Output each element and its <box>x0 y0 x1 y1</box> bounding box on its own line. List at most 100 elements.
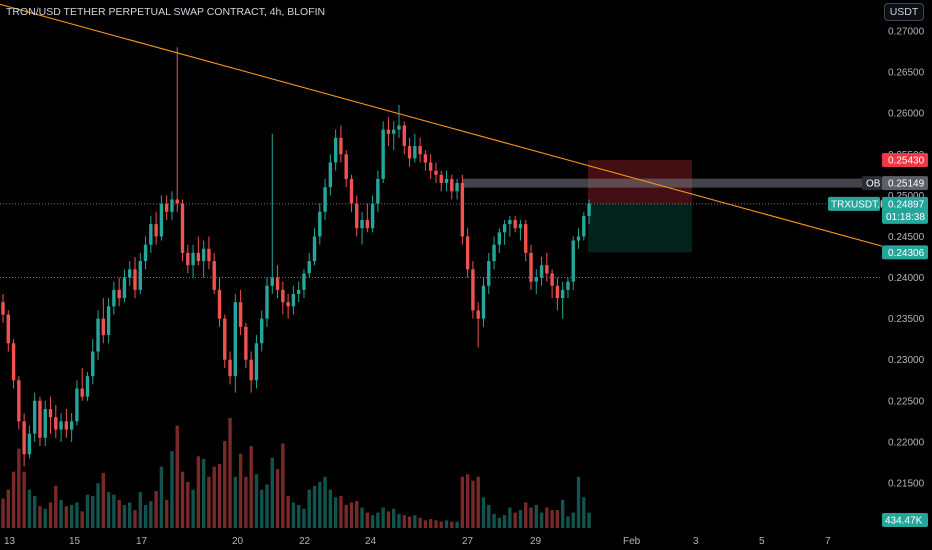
volume-bar <box>439 521 443 528</box>
volume-bar <box>550 510 554 528</box>
candle-body <box>476 310 480 319</box>
volume-bar <box>476 476 480 528</box>
price-tick-label: 0.25000 <box>888 191 925 202</box>
candle-body <box>434 170 438 175</box>
volume-bar <box>265 484 269 528</box>
candle-body <box>513 220 517 229</box>
candle-body <box>69 421 74 430</box>
candle-body <box>260 318 264 344</box>
candle-body <box>545 265 549 274</box>
candle-body <box>444 178 449 184</box>
candle-body <box>1 302 5 315</box>
ob-label-badge <box>862 176 882 191</box>
volume-bar <box>381 507 385 528</box>
candle-body <box>180 203 185 253</box>
volume-bar <box>566 516 570 528</box>
volume-bar <box>223 440 227 528</box>
volume-bar <box>17 448 21 528</box>
volume-bar <box>428 519 433 528</box>
time-tick-label: 13 <box>4 536 16 547</box>
volume-bar <box>238 453 243 528</box>
time-tick-label: 22 <box>299 536 311 547</box>
candle-body <box>101 318 106 336</box>
volume-value: 434.47K <box>885 516 923 527</box>
volume-bar <box>228 417 232 528</box>
volume-bar <box>349 502 354 528</box>
time-tick-label: 17 <box>136 536 148 547</box>
currency-button[interactable]: USDT <box>884 3 924 21</box>
time-axis-bg[interactable] <box>0 530 932 550</box>
candle-body <box>529 252 533 282</box>
candle-body <box>450 178 454 192</box>
candle-body <box>48 409 53 418</box>
price-tick-label: 0.24500 <box>888 232 925 243</box>
volume-bar <box>249 446 253 528</box>
candle-body <box>112 289 116 307</box>
candle-body <box>386 129 391 134</box>
candle-body <box>143 244 148 262</box>
candle-body <box>159 203 164 237</box>
volume-bar <box>492 513 496 528</box>
volume-bar <box>312 485 317 528</box>
order-block-band <box>462 178 882 188</box>
trendline-layer[interactable] <box>0 2 901 252</box>
candle-body <box>170 199 174 212</box>
price-tick-label: 0.26000 <box>888 109 925 120</box>
volume-bar <box>318 481 322 528</box>
volume-bar <box>186 481 190 528</box>
price-tick-label: 0.23000 <box>888 355 925 366</box>
candle-body <box>518 224 523 229</box>
volume-bar <box>69 504 74 528</box>
volume-bar <box>196 456 201 528</box>
candle-body <box>502 224 507 233</box>
volume-bar <box>302 508 306 528</box>
candle-body <box>413 146 417 159</box>
candle-body <box>487 261 491 286</box>
candle-body <box>302 273 306 290</box>
candle-body <box>328 162 333 188</box>
volume-bar <box>201 458 206 528</box>
candle-body <box>397 125 401 130</box>
volume-bar <box>296 504 301 528</box>
candle-body <box>27 433 32 455</box>
volume-bar <box>175 425 179 528</box>
candle-body <box>122 277 127 299</box>
volume-bars <box>1 417 591 528</box>
volume-bar <box>270 457 274 528</box>
symbol-badge <box>828 196 880 211</box>
price-tick-label: 0.22500 <box>888 396 925 407</box>
candle-body <box>428 162 433 171</box>
volume-bar <box>450 521 454 528</box>
price-tick-label: 0.21500 <box>888 479 925 490</box>
volume-bar <box>402 515 406 528</box>
bar-countdown: 01:18:38 <box>886 212 925 223</box>
time-tick-label: 20 <box>232 536 244 547</box>
time-tick-label: 3 <box>693 536 699 547</box>
volume-bar <box>333 497 338 528</box>
volume-bar <box>455 521 459 528</box>
candle-body <box>133 269 137 290</box>
price-axis-bg[interactable] <box>882 0 932 530</box>
chart-title: TRON/USD TETHER PERPETUAL SWAP CONTRACT,… <box>6 6 326 18</box>
volume-bar <box>502 515 507 528</box>
candle-body <box>238 302 243 327</box>
volume-bar <box>328 489 333 528</box>
volume-bar <box>128 502 132 528</box>
volume-bar <box>64 506 69 528</box>
candle-body <box>64 421 69 430</box>
volume-bar <box>365 512 370 528</box>
candle-body <box>555 285 560 299</box>
candle-body <box>365 220 370 229</box>
candle-body <box>418 146 422 155</box>
volume-bar <box>101 472 106 528</box>
volume-bar <box>508 507 512 528</box>
candle-body <box>571 240 575 282</box>
volume-badge <box>882 513 928 527</box>
candle-body <box>339 137 343 155</box>
time-tick-label: 15 <box>69 536 81 547</box>
position-zones <box>588 160 692 253</box>
candle-body <box>196 252 201 262</box>
volume-bar <box>323 476 327 528</box>
volume-bar <box>539 512 544 528</box>
